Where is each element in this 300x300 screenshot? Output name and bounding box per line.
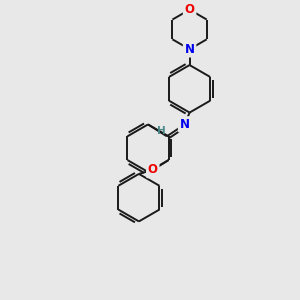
- Text: H: H: [157, 126, 165, 136]
- Text: N: N: [184, 43, 195, 56]
- Text: N: N: [180, 118, 190, 131]
- Text: O: O: [184, 3, 195, 16]
- Text: O: O: [148, 164, 158, 176]
